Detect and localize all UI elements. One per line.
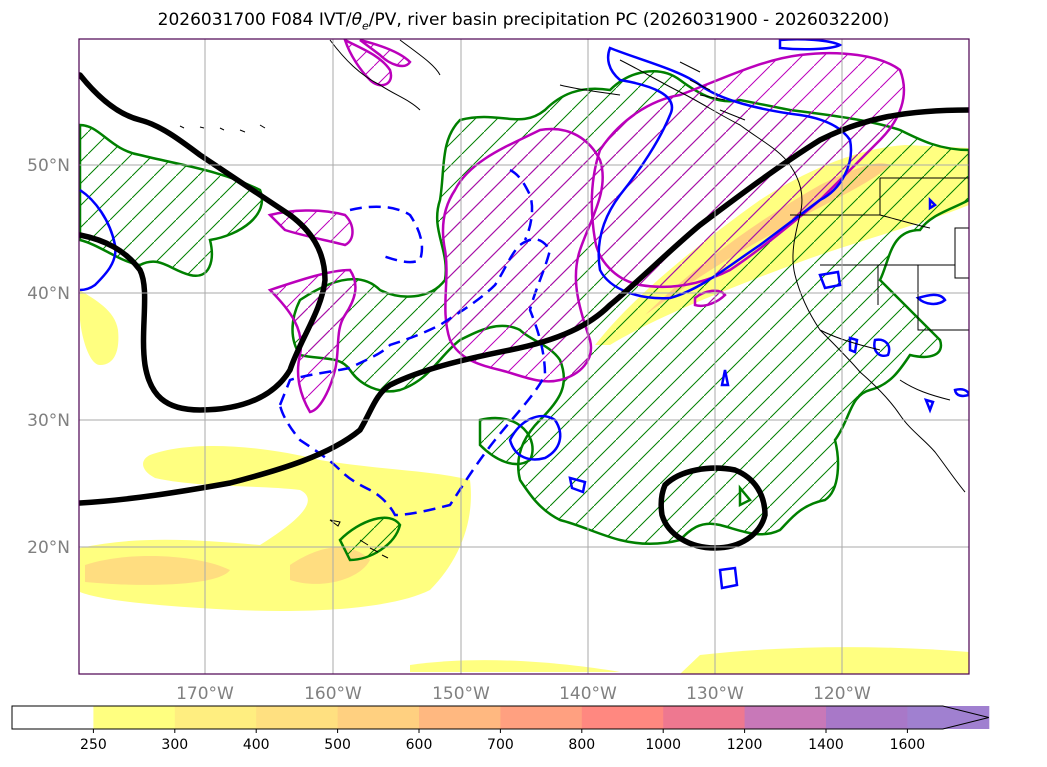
theta-e-contours (79, 39, 969, 590)
colorbar-segment (500, 706, 583, 729)
lat-label: 50°N (27, 156, 70, 176)
magenta-pc-regions (267, 39, 906, 414)
pv-contours (79, 72, 969, 551)
coastlines (179, 39, 969, 559)
colorbar-extend-arrow (942, 706, 989, 729)
colorbar-segment (93, 706, 176, 729)
colorbar-label: 600 (406, 737, 433, 753)
map-title: 2026031700 F084 IVT/θe/PV, river basin p… (157, 10, 890, 33)
map-frame (78, 38, 970, 675)
lon-label: 160°W (304, 684, 362, 704)
ivt-colorbar: 250 300 400 500 600 700 800 1000 1200 1400 1600 (11, 705, 990, 753)
colorbar-label: 250 (80, 737, 107, 753)
latitude-labels: 50°N 40°N 30°N 20°N (27, 156, 70, 558)
colorbar-label: 400 (243, 737, 270, 753)
lat-label: 30°N (27, 411, 70, 431)
lon-label: 140°W (559, 684, 617, 704)
lon-label: 150°W (432, 684, 490, 704)
lat-label: 20°N (27, 538, 70, 558)
colorbar-segment (419, 706, 501, 729)
colorbar-label: 1000 (645, 737, 681, 753)
colorbar-label: 700 (487, 737, 514, 753)
colorbar-segment (12, 706, 94, 729)
colorbar-label: 1400 (808, 737, 844, 753)
colorbar-label: 500 (324, 737, 351, 753)
colorbar-segment (744, 706, 827, 729)
colorbar-segment (826, 706, 908, 729)
colorbar-label: 1600 (890, 737, 926, 753)
colorbar-label: 1200 (727, 737, 763, 753)
colorbar-label: 300 (161, 737, 188, 753)
longitude-labels: 170°W 160°W 150°W 140°W 130°W 120°W (176, 684, 871, 704)
gridlines (79, 39, 969, 674)
colorbar-label: 800 (568, 737, 595, 753)
lat-label: 40°N (27, 284, 70, 304)
lon-label: 170°W (176, 684, 234, 704)
colorbar-segment (337, 706, 420, 729)
colorbar-segment (256, 706, 339, 729)
lon-label: 130°W (686, 684, 744, 704)
lon-label: 120°W (813, 684, 871, 704)
colorbar-segment (663, 706, 746, 729)
colorbar-segment (174, 706, 257, 729)
colorbar-segment (581, 706, 664, 729)
colorbar-outline (11, 705, 989, 730)
